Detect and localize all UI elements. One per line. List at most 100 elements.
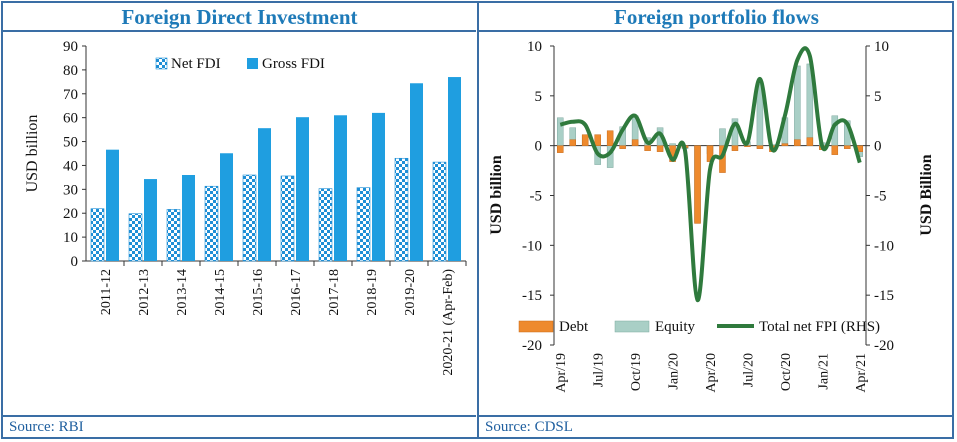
debt-bar: [744, 145, 751, 147]
fpi-source: Source: CDSL: [479, 415, 954, 438]
legend-gross-fdi-swatch: [247, 58, 258, 69]
gross-fdi-bar: [220, 153, 233, 261]
gross-fdi-bar: [296, 117, 309, 261]
debt-bar: [656, 145, 664, 152]
fpi-left-tick-label: -5: [530, 189, 543, 205]
panel-divider: [477, 3, 479, 438]
debt-bar: [581, 134, 589, 146]
gross-fdi-bar: [410, 83, 423, 261]
fdi-category-label: 2016-17: [289, 269, 304, 316]
gross-fdi-bar: [182, 175, 195, 261]
legend-debt-swatch: [518, 320, 554, 333]
fpi-chart: 10 10 5 5 0 0 -5 -5 -10 -10 -15 -15 -20 -20 USD billio…: [488, 39, 935, 393]
fdi-category-label: 2014-15: [213, 269, 228, 316]
fpi-left-tick-label: -10: [522, 238, 542, 254]
debt-bar: [844, 145, 851, 149]
net-fdi-bar: [280, 175, 295, 262]
fdi-y-tick-label: 60: [63, 111, 78, 127]
fpi-right-tick-label: 10: [874, 39, 889, 55]
debt-bar: [556, 145, 564, 153]
fpi-left-tick-label: -15: [522, 288, 542, 304]
debt-bar: [644, 145, 651, 151]
fpi-right-tick-label: 5: [874, 89, 882, 105]
equity-bar: [794, 65, 801, 146]
legend-debt-label: Debt: [559, 319, 589, 335]
fpi-left-tick-label: -20: [522, 338, 542, 354]
legend-net-fdi-swatch: [155, 57, 168, 70]
gross-fdi-bar: [448, 77, 461, 261]
fpi-x-tick-label: Jan/20: [667, 353, 682, 390]
legend-equity-swatch: [614, 320, 650, 333]
fpi-chart-title: Foreign portfolio flows: [479, 3, 954, 32]
equity-bar: [719, 128, 726, 146]
fdi-category-label: 2013-14: [175, 269, 190, 316]
fdi-y-tick-label: 90: [63, 39, 78, 55]
fpi-left-tick-label: 10: [527, 39, 542, 55]
fdi-chart: 0 10 20 30 40 50 60 70 80 90 USD billion 2011-12 201…: [24, 39, 467, 376]
fpi-x-tick-label: Jan/21: [816, 353, 831, 390]
fdi-y-tick-label: 0: [71, 254, 79, 270]
gross-fdi-bar: [144, 179, 157, 261]
fpi-left-tick-label: 5: [535, 89, 543, 105]
net-fdi-bar: [318, 188, 333, 262]
debt-bar: [831, 145, 839, 155]
fdi-chart-title: Foreign Direct Investment: [3, 3, 476, 32]
fpi-panel: Foreign portfolio flows 10 10 5 5 0 0 -5 -5 -10 -…: [479, 3, 954, 438]
total-net-fpi-line: [559, 46, 862, 303]
debt-bar: [694, 145, 701, 224]
fdi-y-tick-label: 50: [63, 135, 78, 151]
fpi-right-tick-label: -5: [874, 189, 887, 205]
fdi-source: Source: RBI: [3, 415, 476, 438]
equity-bar: [556, 117, 564, 146]
legend-net-fdi-label: Net FDI: [171, 56, 221, 72]
net-fdi-bar: [204, 185, 219, 262]
debt-bar: [781, 143, 789, 146]
fdi-y-tick-label: 10: [63, 230, 78, 246]
net-fdi-bar: [242, 174, 257, 262]
fdi-y-tick-label: 70: [63, 87, 78, 103]
fdi-category-label: 2012-13: [137, 269, 152, 316]
fpi-right-axis-label: USD Billion: [918, 154, 935, 235]
fdi-y-tick-label: 40: [63, 158, 78, 174]
fpi-right-tick-label: -10: [874, 238, 894, 254]
fpi-x-tick-label: Apr/19: [554, 353, 569, 393]
fpi-x-tick-label: Oct/20: [779, 353, 794, 391]
fdi-category-label: 2017-18: [327, 269, 342, 316]
fdi-category-label: 2019-20: [403, 269, 418, 316]
debt-bar: [631, 139, 639, 146]
fdi-y-tick-label: 30: [63, 182, 78, 198]
debt-bar: [594, 134, 601, 146]
legend-gross-fdi-label: Gross FDI: [262, 56, 325, 72]
net-fdi-bar: [128, 213, 143, 262]
fdi-y-tick-label: 80: [63, 63, 78, 79]
legend-equity-label: Equity: [655, 319, 695, 335]
equity-bar: [669, 143, 676, 146]
debt-bar: [756, 145, 764, 149]
gross-fdi-bar: [372, 112, 385, 261]
fpi-right-tick-label: 0: [874, 139, 882, 155]
debt-bar: [606, 130, 614, 146]
fdi-panel: Foreign Direct Investment 0 10 20 30 40 50 60 7…: [3, 3, 476, 438]
debt-bar: [794, 139, 801, 146]
legend-total-fpi-label: Total net FPI (RHS): [759, 319, 880, 335]
fpi-right-tick-label: -20: [874, 338, 894, 354]
debt-bar: [731, 145, 739, 151]
debt-bar: [569, 139, 576, 146]
gross-fdi-bar: [334, 115, 347, 262]
fdi-category-label: 2011-12: [99, 269, 114, 315]
fdi-category-label: 2018-19: [365, 269, 380, 316]
net-fdi-bar: [432, 161, 447, 262]
net-fdi-bar: [90, 208, 105, 262]
debt-bar: [806, 137, 814, 146]
fpi-left-tick-label: 0: [535, 139, 543, 155]
gross-fdi-bar: [106, 149, 119, 261]
debt-bar: [619, 145, 626, 149]
fpi-left-axis-label: USD billion: [488, 155, 505, 235]
net-fdi-bar: [356, 187, 371, 262]
fpi-x-tick-label: Jul/20: [741, 353, 756, 387]
fpi-x-tick-label: Jul/19: [592, 353, 607, 387]
net-fdi-bar: [394, 157, 409, 262]
fpi-x-tick-label: Apr/20: [704, 353, 719, 393]
fdi-y-tick-label: 20: [63, 206, 78, 222]
